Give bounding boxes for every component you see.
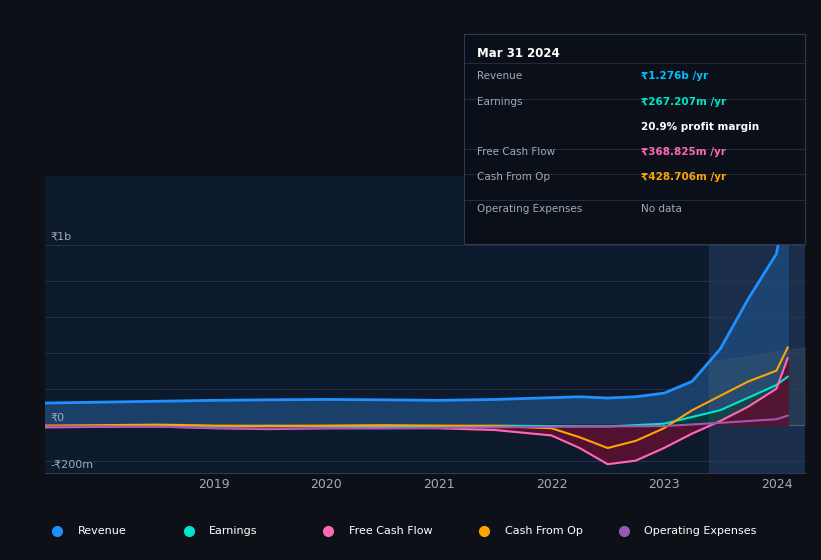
Text: Earnings: Earnings (478, 97, 523, 106)
Text: Operating Expenses: Operating Expenses (644, 526, 757, 536)
Text: ₹0: ₹0 (51, 413, 65, 423)
Text: Mar 31 2024: Mar 31 2024 (478, 47, 560, 60)
Bar (709, 176, 805, 473)
Text: ₹368.825m /yr: ₹368.825m /yr (641, 147, 726, 157)
Text: Free Cash Flow: Free Cash Flow (478, 147, 556, 157)
Text: No data: No data (641, 204, 682, 214)
Text: ₹1b: ₹1b (51, 231, 72, 241)
Text: Earnings: Earnings (209, 526, 258, 536)
Text: Cash From Op: Cash From Op (505, 526, 583, 536)
Text: ₹428.706m /yr: ₹428.706m /yr (641, 172, 726, 182)
Text: ₹267.207m /yr: ₹267.207m /yr (641, 97, 726, 106)
Text: 20.9% profit margin: 20.9% profit margin (641, 122, 759, 132)
Text: -₹200m: -₹200m (51, 459, 94, 469)
Text: Operating Expenses: Operating Expenses (478, 204, 583, 214)
Text: ₹1.276b /yr: ₹1.276b /yr (641, 72, 709, 81)
Text: Free Cash Flow: Free Cash Flow (349, 526, 433, 536)
Text: Revenue: Revenue (478, 72, 523, 81)
Text: Cash From Op: Cash From Op (478, 172, 551, 182)
Text: Revenue: Revenue (78, 526, 126, 536)
